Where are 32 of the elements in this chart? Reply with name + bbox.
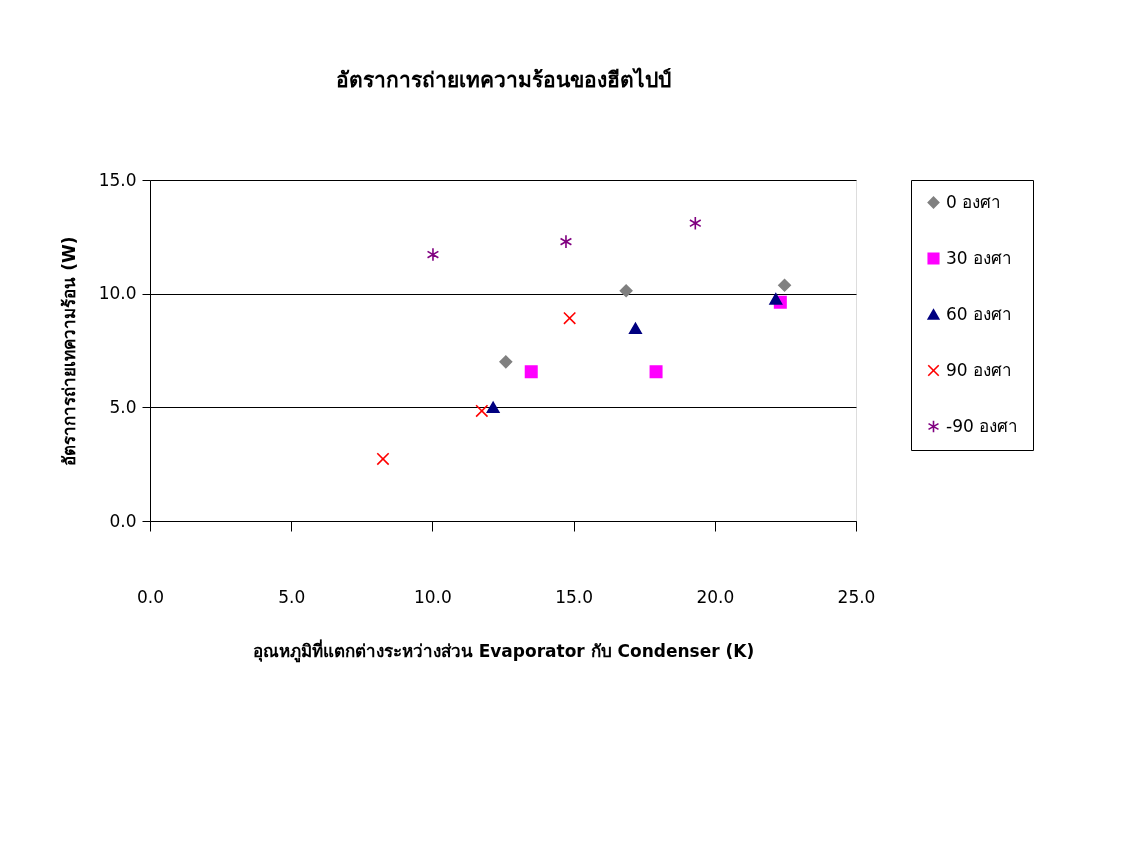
chart-title: อัตราการถ่ายเทความร้อนของฮีตไปป์	[335, 67, 671, 92]
point	[649, 365, 663, 379]
x-tick-label: 25.0	[837, 586, 876, 607]
point	[559, 234, 573, 249]
legend-label: 90 องศา	[946, 359, 1013, 380]
point	[499, 355, 513, 369]
y-tick-label: 5.0	[109, 396, 137, 417]
x-tick-label: 20.0	[696, 586, 735, 607]
y-axis-title: อัตราการถ่ายเทความร้อน (W)	[58, 236, 79, 466]
point	[426, 247, 440, 262]
point	[628, 322, 642, 334]
y-tick-label: 15.0	[98, 169, 137, 190]
legend-label: -90 องศา	[946, 415, 1019, 436]
point	[486, 401, 500, 414]
point	[563, 311, 577, 325]
point	[769, 293, 783, 305]
y-tick-label: 0.0	[109, 510, 137, 531]
x-tick-label: 10.0	[413, 586, 452, 607]
x-tick-label: 0.0	[136, 586, 165, 607]
point	[376, 452, 390, 466]
point	[689, 216, 702, 231]
legend-label: 30 องศา	[946, 247, 1013, 268]
y-tick-label: 10.0	[98, 283, 137, 304]
legend-label: 0 องศา	[946, 191, 1002, 212]
point	[475, 404, 489, 418]
point	[778, 278, 792, 292]
x-tick-label: 15.0	[555, 586, 594, 607]
point	[619, 284, 633, 298]
legend-label: 60 องศา	[946, 303, 1013, 324]
x-tick-label: 5.0	[278, 586, 306, 607]
x-axis-title: อุณหภูมิที่แตกต่างระหว่างส่วน Evaporator กับ Condenser (K)	[252, 638, 755, 663]
point	[524, 365, 538, 379]
